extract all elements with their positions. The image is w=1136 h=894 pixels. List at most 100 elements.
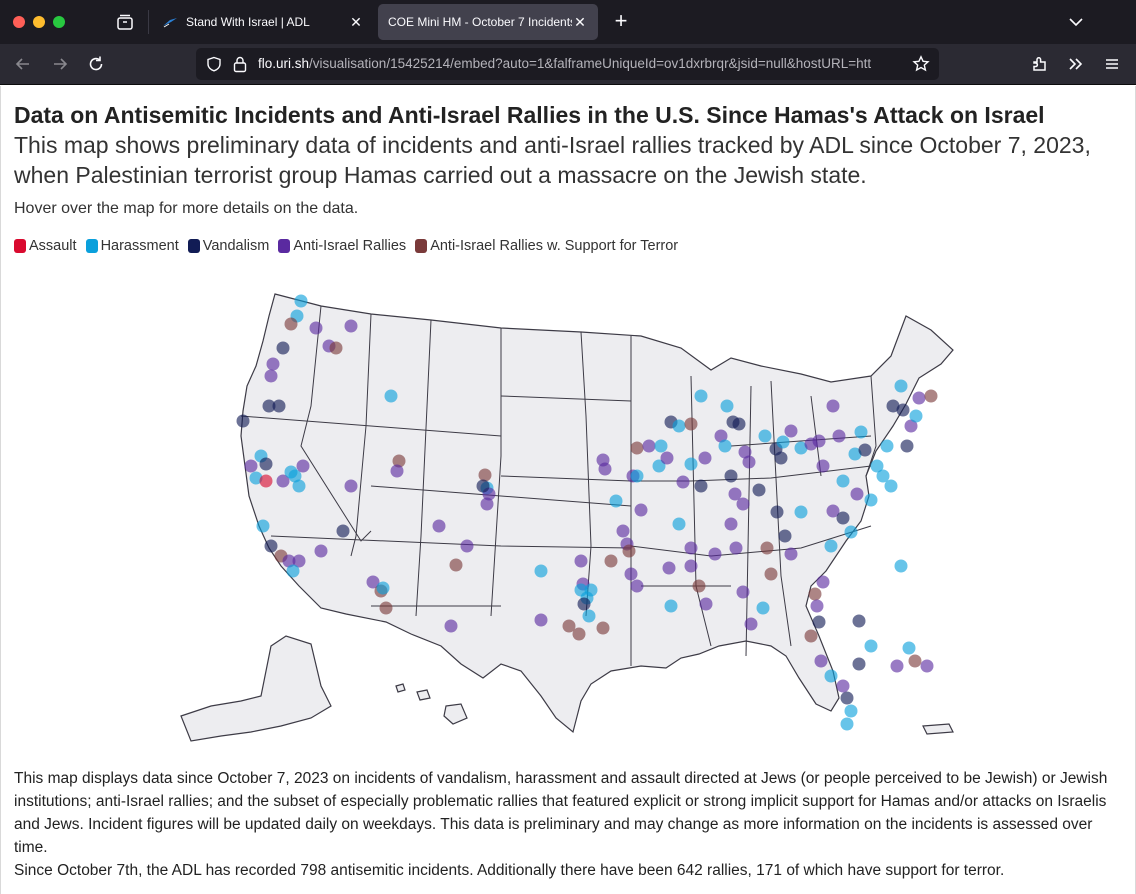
incident-marker[interactable] <box>864 493 878 507</box>
incident-marker[interactable] <box>534 564 548 578</box>
incident-marker[interactable] <box>478 468 492 482</box>
incident-marker[interactable] <box>577 597 591 611</box>
legend-item-harassment[interactable]: Harassment <box>85 238 179 254</box>
incident-marker[interactable] <box>724 469 738 483</box>
incident-marker[interactable] <box>699 597 713 611</box>
incident-marker[interactable] <box>684 457 698 471</box>
us-incident-map[interactable] <box>171 286 971 756</box>
incident-marker[interactable] <box>249 471 263 485</box>
incident-marker[interactable] <box>744 617 758 631</box>
incident-marker[interactable] <box>826 504 840 518</box>
incident-dots[interactable] <box>236 294 938 731</box>
incident-marker[interactable] <box>812 615 826 629</box>
incident-marker[interactable] <box>812 434 826 448</box>
chevrons-right-icon[interactable] <box>1066 54 1086 74</box>
incident-marker[interactable] <box>880 439 894 453</box>
incident-marker[interactable] <box>864 639 878 653</box>
incident-marker[interactable] <box>718 439 732 453</box>
incident-marker[interactable] <box>816 575 830 589</box>
incident-marker[interactable] <box>836 679 850 693</box>
incident-marker[interactable] <box>376 581 390 595</box>
incident-marker[interactable] <box>774 451 788 465</box>
tab-coe-mini-hm[interactable]: COE Mini HM - October 7 Incidents ✕ <box>378 4 598 40</box>
new-tab-icon[interactable]: + <box>614 8 628 33</box>
incident-marker[interactable] <box>624 567 638 581</box>
incident-marker[interactable] <box>808 587 822 601</box>
incident-marker[interactable] <box>794 441 808 455</box>
incident-marker[interactable] <box>758 429 772 443</box>
incident-marker[interactable] <box>920 659 934 673</box>
map-contiguous-us[interactable] <box>240 293 954 734</box>
incident-marker[interactable] <box>804 629 818 643</box>
forward-arrow-icon[interactable] <box>50 54 70 74</box>
incident-marker[interactable] <box>672 419 686 433</box>
incident-marker[interactable] <box>449 558 463 572</box>
incident-marker[interactable] <box>684 417 698 431</box>
incident-marker[interactable] <box>778 529 792 543</box>
incident-marker[interactable] <box>902 641 916 655</box>
incident-marker[interactable] <box>870 459 884 473</box>
incident-marker[interactable] <box>784 547 798 561</box>
map-hawaii[interactable] <box>395 683 468 725</box>
incident-marker[interactable] <box>724 517 738 531</box>
incident-marker[interactable] <box>908 654 922 668</box>
incident-marker[interactable] <box>832 429 846 443</box>
incident-marker[interactable] <box>810 599 824 613</box>
incident-marker[interactable] <box>344 319 358 333</box>
incident-marker[interactable] <box>296 459 310 473</box>
tracking-shield-icon[interactable] <box>206 56 222 72</box>
window-close-button[interactable] <box>13 16 25 28</box>
incident-marker[interactable] <box>616 524 630 538</box>
incident-marker[interactable] <box>770 505 784 519</box>
incident-marker[interactable] <box>276 474 290 488</box>
incident-marker[interactable] <box>816 459 830 473</box>
incident-marker[interactable] <box>286 564 300 578</box>
incident-marker[interactable] <box>276 341 290 355</box>
incident-marker[interactable] <box>732 417 746 431</box>
incident-marker[interactable] <box>900 439 914 453</box>
us-map-svg[interactable] <box>171 286 971 756</box>
tab-overview-icon[interactable] <box>116 13 134 31</box>
incident-marker[interactable] <box>826 399 840 413</box>
incident-marker[interactable] <box>609 494 623 508</box>
close-tab-icon[interactable]: ✕ <box>350 13 362 30</box>
legend-item-vandalism[interactable]: Vandalism <box>187 238 269 254</box>
incident-marker[interactable] <box>736 497 750 511</box>
incident-marker[interactable] <box>444 619 458 633</box>
incident-marker[interactable] <box>480 497 494 511</box>
window-minimize-button[interactable] <box>33 16 45 28</box>
incident-marker[interactable] <box>736 585 750 599</box>
incident-marker[interactable] <box>840 691 854 705</box>
incident-marker[interactable] <box>852 657 866 671</box>
incident-marker[interactable] <box>392 454 406 468</box>
incident-marker[interactable] <box>366 575 380 589</box>
incident-marker[interactable] <box>574 554 588 568</box>
incident-marker[interactable] <box>344 479 358 493</box>
legend-item-anti-israel-rallies[interactable]: Anti-Israel Rallies <box>278 238 406 254</box>
incident-marker[interactable] <box>904 419 918 433</box>
incident-marker[interactable] <box>630 469 644 483</box>
incident-marker[interactable] <box>534 613 548 627</box>
incident-marker[interactable] <box>760 541 774 555</box>
incident-marker[interactable] <box>824 669 838 683</box>
incident-marker[interactable] <box>924 389 938 403</box>
incident-marker[interactable] <box>259 457 273 471</box>
incident-marker[interactable] <box>854 425 868 439</box>
incident-marker[interactable] <box>692 579 706 593</box>
incident-marker[interactable] <box>562 619 576 633</box>
window-maximize-button[interactable] <box>53 16 65 28</box>
incident-marker[interactable] <box>698 451 712 465</box>
incident-marker[interactable] <box>694 389 708 403</box>
incident-marker[interactable] <box>630 441 644 455</box>
incident-marker[interactable] <box>844 704 858 718</box>
incident-marker[interactable] <box>259 474 273 488</box>
incident-marker[interactable] <box>894 379 908 393</box>
incident-marker[interactable] <box>654 439 668 453</box>
incident-marker[interactable] <box>894 559 908 573</box>
incident-marker[interactable] <box>784 424 798 438</box>
bookmark-star-icon[interactable] <box>912 55 930 73</box>
incident-marker[interactable] <box>292 479 306 493</box>
incident-marker[interactable] <box>604 554 618 568</box>
incident-marker[interactable] <box>264 539 278 553</box>
incident-marker[interactable] <box>836 474 850 488</box>
